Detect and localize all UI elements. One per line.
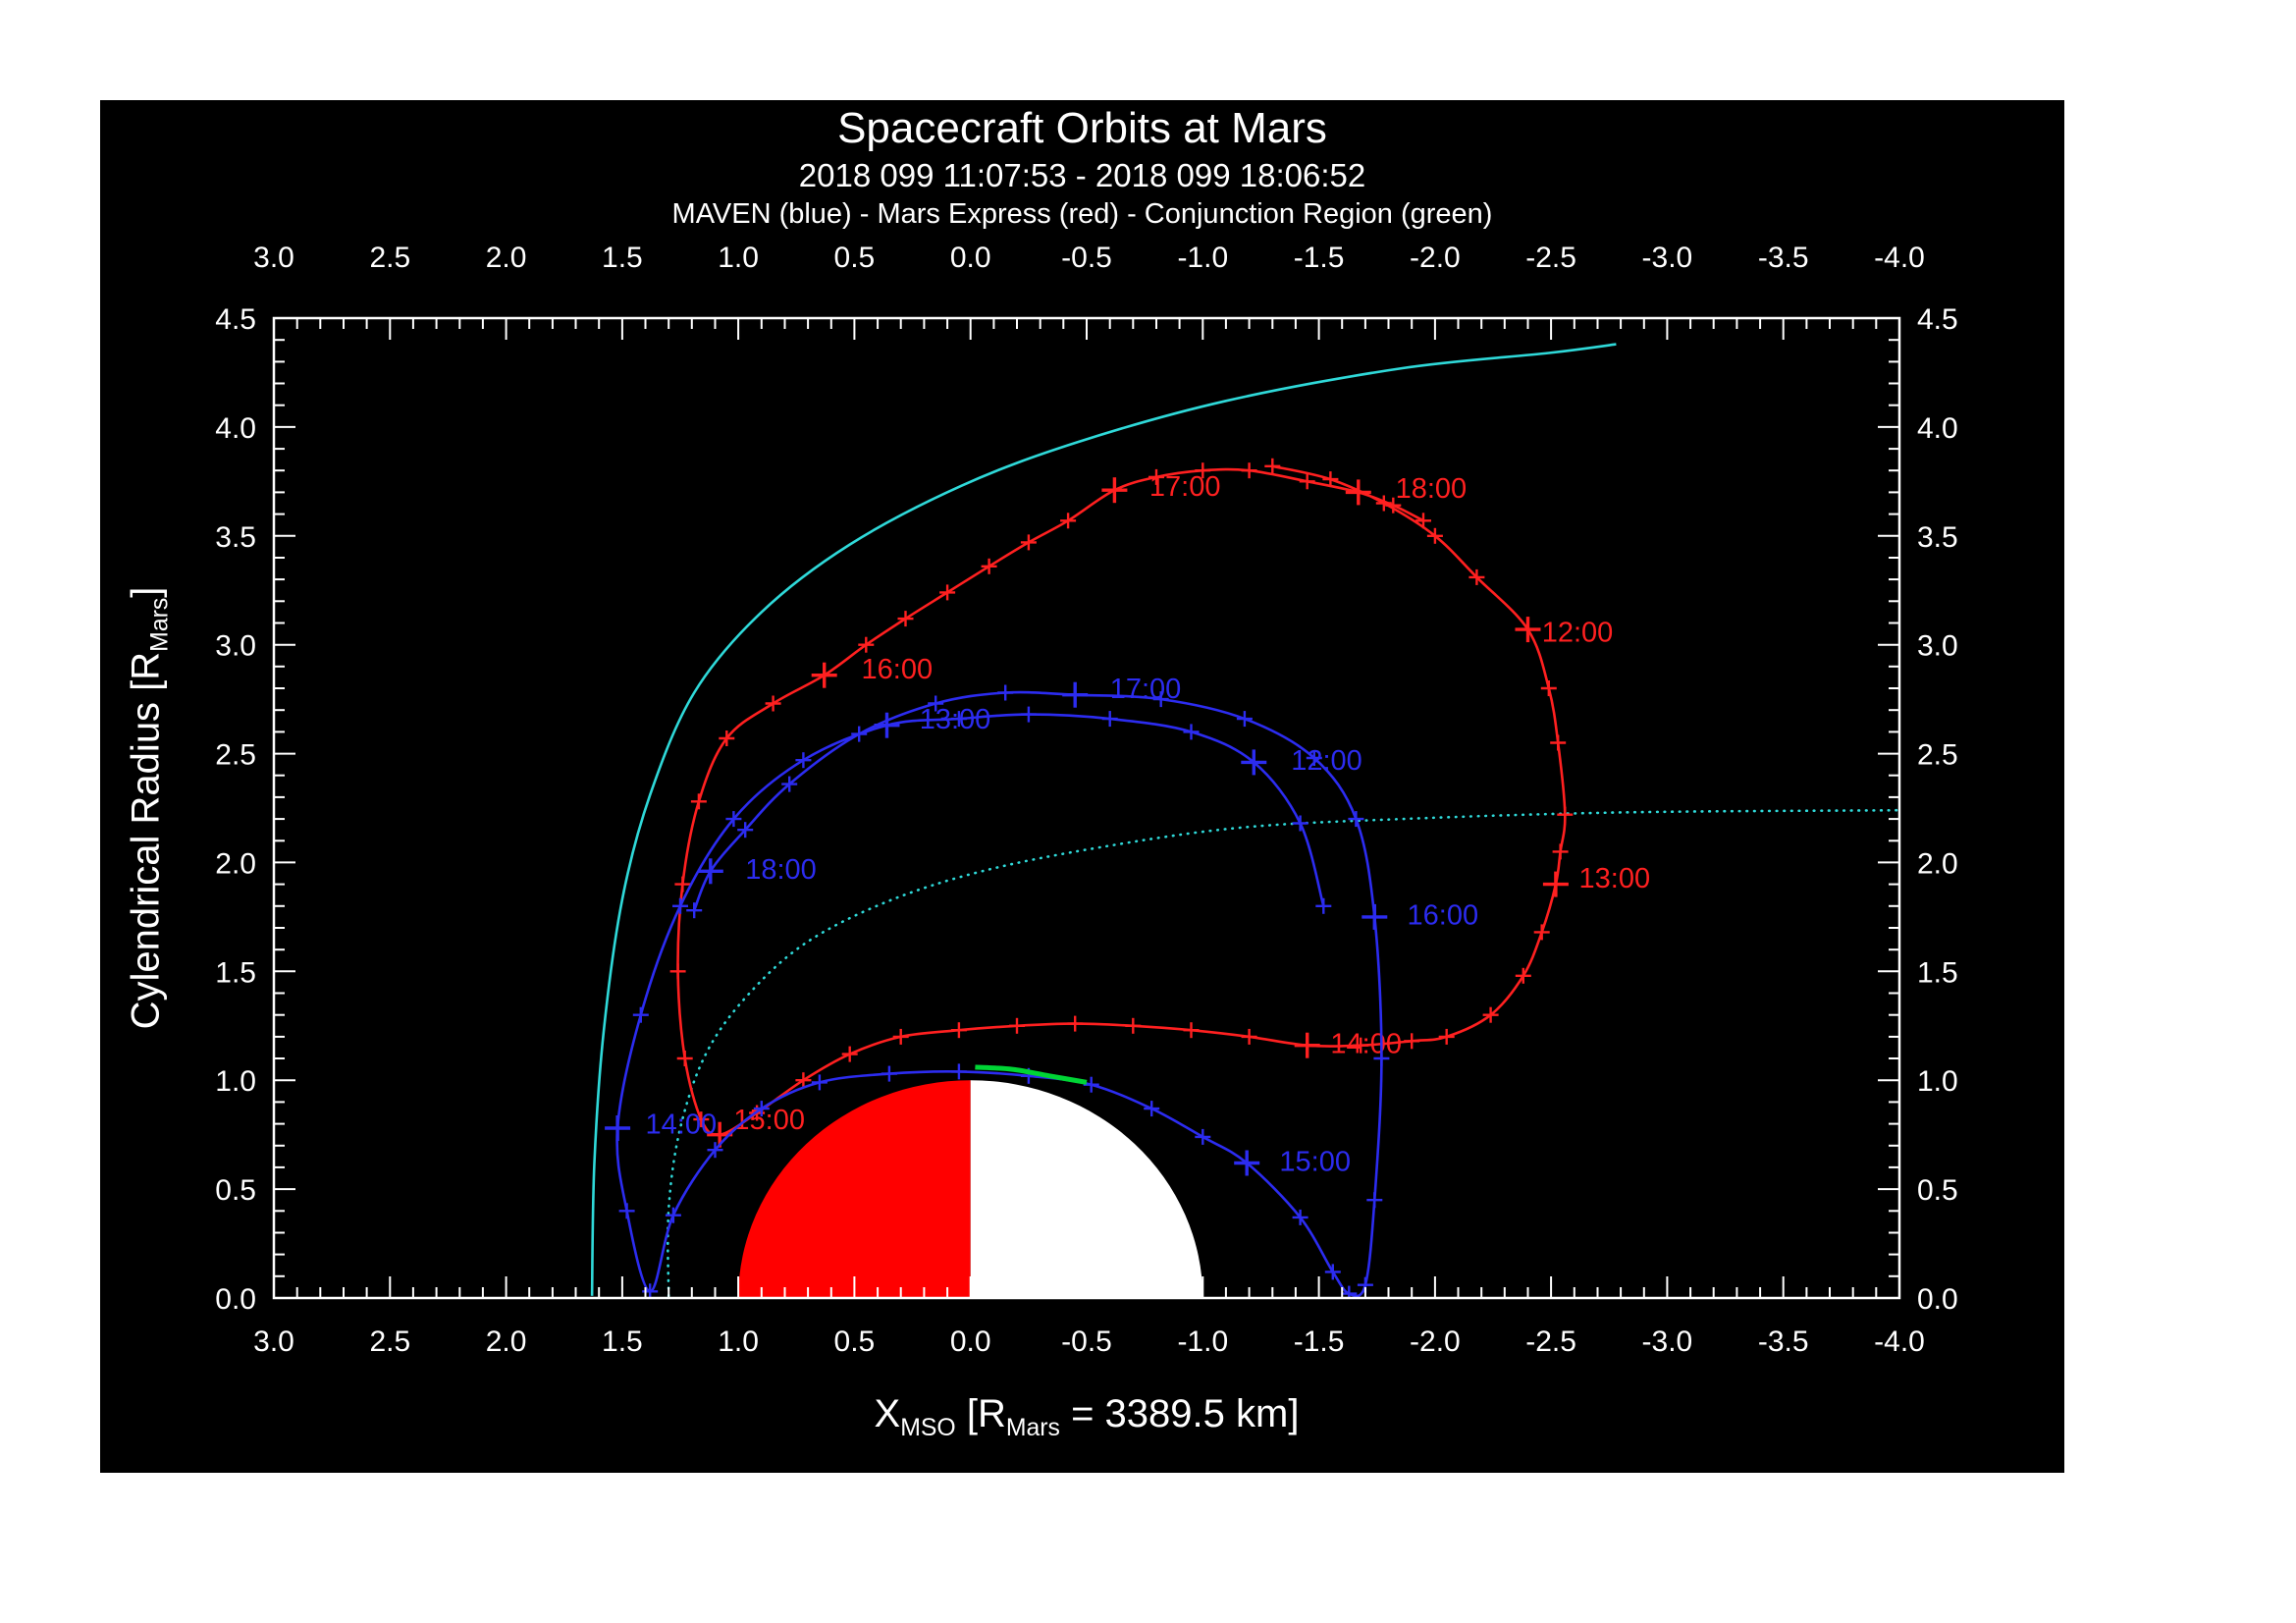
x-tick-label-top: 2.5 bbox=[369, 242, 410, 274]
y-tick-label-left: 2.5 bbox=[215, 739, 256, 772]
x-tick-label-top: -2.5 bbox=[1525, 242, 1576, 274]
y-tick-label-left: 1.0 bbox=[215, 1065, 256, 1098]
mars-disc bbox=[738, 1080, 1203, 1298]
y-tick-label-right: 0.5 bbox=[1917, 1174, 1958, 1207]
x-tick-label-bottom: -0.5 bbox=[1061, 1325, 1112, 1358]
x-tick-label-bottom: 1.0 bbox=[718, 1325, 759, 1358]
y-tick-label-right: 2.0 bbox=[1917, 847, 1958, 880]
x-tick-label-bottom: -3.5 bbox=[1758, 1325, 1809, 1358]
y-tick-label-right: 3.0 bbox=[1917, 630, 1958, 663]
y-tick-label-right: 0.0 bbox=[1917, 1283, 1958, 1316]
x-tick-label-bottom: -3.0 bbox=[1642, 1325, 1693, 1358]
dotted-boundary-curve bbox=[667, 808, 1899, 1298]
maven-orbit-time-label: 17:00 bbox=[1110, 674, 1182, 705]
x-tick-label-bottom: 2.0 bbox=[486, 1325, 527, 1358]
conjunction-region bbox=[975, 1064, 1088, 1085]
mars-express-orbit-time-label: 16:00 bbox=[862, 654, 934, 685]
x-tick-label-bottom: 2.5 bbox=[369, 1325, 410, 1358]
maven-orbit-time-label: 15:00 bbox=[1279, 1146, 1351, 1177]
y-tick-label-right: 4.5 bbox=[1917, 303, 1958, 336]
mars-nightside bbox=[970, 1080, 1203, 1298]
y-axis-label-end: ] bbox=[124, 586, 168, 598]
y-tick-label-right: 3.5 bbox=[1917, 521, 1958, 554]
chart-legend: MAVEN (blue) - Mars Express (red) - Conj… bbox=[671, 198, 1493, 230]
mars-express-orbit-time-label: 17:00 bbox=[1149, 471, 1221, 503]
y-tick-label-left: 2.0 bbox=[215, 847, 256, 880]
y-tick-label-left: 4.0 bbox=[215, 412, 256, 445]
x-tick-label-top: 1.5 bbox=[602, 242, 643, 274]
x-tick-label-bottom: 1.5 bbox=[602, 1325, 643, 1358]
x-tick-label-top: -2.0 bbox=[1410, 242, 1461, 274]
x-tick-label-bottom: -1.5 bbox=[1294, 1325, 1345, 1358]
mars-dayside bbox=[738, 1080, 971, 1298]
x-axis-label-mid: [R bbox=[955, 1392, 1006, 1435]
x-axis-label-main: X bbox=[874, 1392, 901, 1435]
x-tick-label-top: 0.0 bbox=[950, 242, 991, 274]
chart-subtitle: 2018 099 11:07:53 - 2018 099 18:06:52 bbox=[798, 157, 1366, 193]
mars-express-orbit-time-label: 18:00 bbox=[1396, 473, 1468, 505]
y-tick-label-left: 0.5 bbox=[215, 1174, 256, 1207]
x-axis-label-sub-mars: Mars bbox=[1005, 1415, 1060, 1441]
x-tick-label-bottom: -1.0 bbox=[1177, 1325, 1228, 1358]
chart-title: Spacecraft Orbits at Mars bbox=[837, 104, 1327, 152]
x-tick-label-bottom: 0.5 bbox=[834, 1325, 876, 1358]
x-tick-label-top: -0.5 bbox=[1061, 242, 1112, 274]
x-tick-label-top: -3.5 bbox=[1758, 242, 1809, 274]
x-tick-label-top: 3.0 bbox=[253, 242, 294, 274]
x-tick-label-top: 0.5 bbox=[834, 242, 876, 274]
mars-express-orbit-time-label: 12:00 bbox=[1542, 617, 1614, 648]
maven-orbit-time-label: 14:00 bbox=[646, 1109, 718, 1141]
maven-orbit: 12:00 13:00 14:00 15:00 16:00 17:00 18:00 bbox=[605, 674, 1479, 1298]
x-tick-label-top: -4.0 bbox=[1874, 242, 1925, 274]
maven-orbit-time-label: 18:00 bbox=[745, 854, 817, 886]
y-tick-label-right: 4.0 bbox=[1917, 412, 1958, 445]
axes: 3.0 3.0 2.5 2.5 2.0 2.0 1.5 1.5 1.0 1.0 0.5 0.5 0.0 0… bbox=[215, 242, 1957, 1358]
maven-orbit-time-label: 16:00 bbox=[1408, 900, 1479, 932]
x-tick-label-bottom: -2.5 bbox=[1525, 1325, 1576, 1358]
y-tick-label-right: 1.0 bbox=[1917, 1065, 1958, 1098]
y-tick-label-left: 4.5 bbox=[215, 303, 256, 336]
y-axis-label: Cylendrical Radius [RMars] bbox=[125, 587, 175, 1030]
y-tick-label-left: 3.5 bbox=[215, 521, 256, 554]
mars-express-orbit-time-label: 14:00 bbox=[1330, 1029, 1402, 1060]
x-tick-label-top: -3.0 bbox=[1642, 242, 1693, 274]
maven-orbit-time-label: 13:00 bbox=[920, 704, 991, 735]
y-tick-label-left: 3.0 bbox=[215, 630, 256, 663]
x-tick-label-top: 1.0 bbox=[718, 242, 759, 274]
y-tick-label-left: 1.5 bbox=[215, 956, 256, 989]
x-tick-label-bottom: 3.0 bbox=[253, 1325, 294, 1358]
x-axis-label-sub-mso: MSO bbox=[900, 1415, 956, 1441]
x-axis-label: XMSO [RMars = 3389.5 km] bbox=[274, 1392, 1899, 1442]
x-tick-label-top: -1.0 bbox=[1177, 242, 1228, 274]
x-tick-label-bottom: -2.0 bbox=[1410, 1325, 1461, 1358]
x-tick-label-top: 2.0 bbox=[486, 242, 527, 274]
x-tick-label-top: -1.5 bbox=[1294, 242, 1345, 274]
y-tick-label-right: 1.5 bbox=[1917, 956, 1958, 989]
y-tick-label-left: 0.0 bbox=[215, 1283, 256, 1316]
y-tick-label-right: 2.5 bbox=[1917, 739, 1958, 772]
y-axis-label-main: Cylendrical Radius [R bbox=[124, 651, 168, 1030]
bow-shock-curve bbox=[590, 343, 1617, 1296]
x-tick-label-bottom: 0.0 bbox=[950, 1325, 991, 1358]
y-axis-label-sub-mars: Mars bbox=[146, 597, 174, 652]
mars-express-orbit-time-label: 13:00 bbox=[1579, 863, 1651, 894]
x-axis-label-end: = 3389.5 km] bbox=[1059, 1392, 1300, 1435]
x-tick-label-bottom: -4.0 bbox=[1874, 1325, 1925, 1358]
maven-orbit-time-label: 12:00 bbox=[1291, 745, 1362, 777]
